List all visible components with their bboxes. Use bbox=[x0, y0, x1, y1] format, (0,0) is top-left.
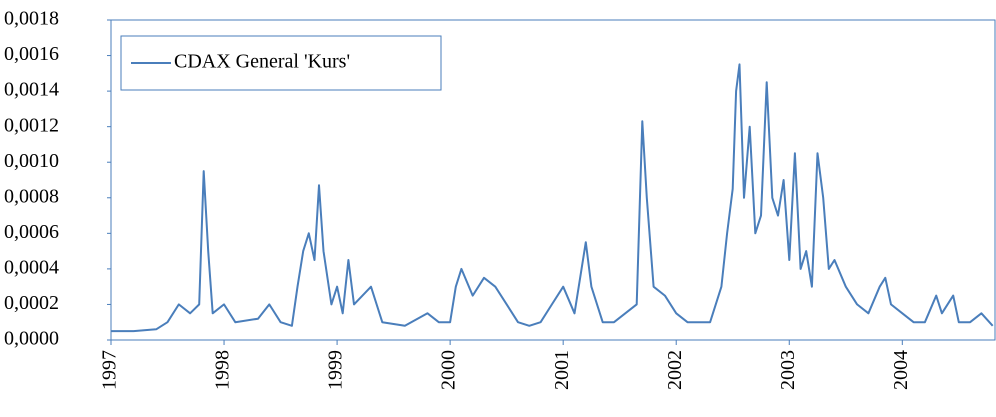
x-tick-label: 1998 bbox=[212, 350, 234, 390]
y-tick-label: 0,0006 bbox=[4, 221, 59, 243]
legend-box bbox=[120, 35, 442, 91]
legend-label: CDAX General 'Kurs' bbox=[174, 51, 350, 73]
data-line bbox=[111, 63, 994, 333]
x-tick-label: 2002 bbox=[664, 350, 686, 390]
y-tick-label: 0,0012 bbox=[4, 114, 59, 136]
y-tick-label: 0,0002 bbox=[4, 292, 59, 314]
x-tick-label: 2004 bbox=[890, 350, 912, 390]
x-tick-label: 2001 bbox=[551, 350, 573, 390]
y-tick-label: 0,0000 bbox=[4, 328, 59, 350]
x-tick-label: 1999 bbox=[325, 350, 347, 390]
y-tick-label: 0,0014 bbox=[4, 79, 59, 101]
plot-frame bbox=[110, 19, 996, 341]
y-tick-label: 0,0018 bbox=[4, 8, 59, 30]
y-tick-label: 0,0016 bbox=[4, 43, 59, 65]
y-tick-label: 0,0004 bbox=[4, 256, 59, 278]
y-tick-label: 0,0010 bbox=[4, 150, 59, 172]
y-tick-label: 0,0008 bbox=[4, 185, 59, 207]
x-tick-label: 2000 bbox=[438, 350, 460, 390]
x-tick-label: 2003 bbox=[777, 350, 799, 390]
x-tick-label: 1997 bbox=[99, 350, 121, 390]
